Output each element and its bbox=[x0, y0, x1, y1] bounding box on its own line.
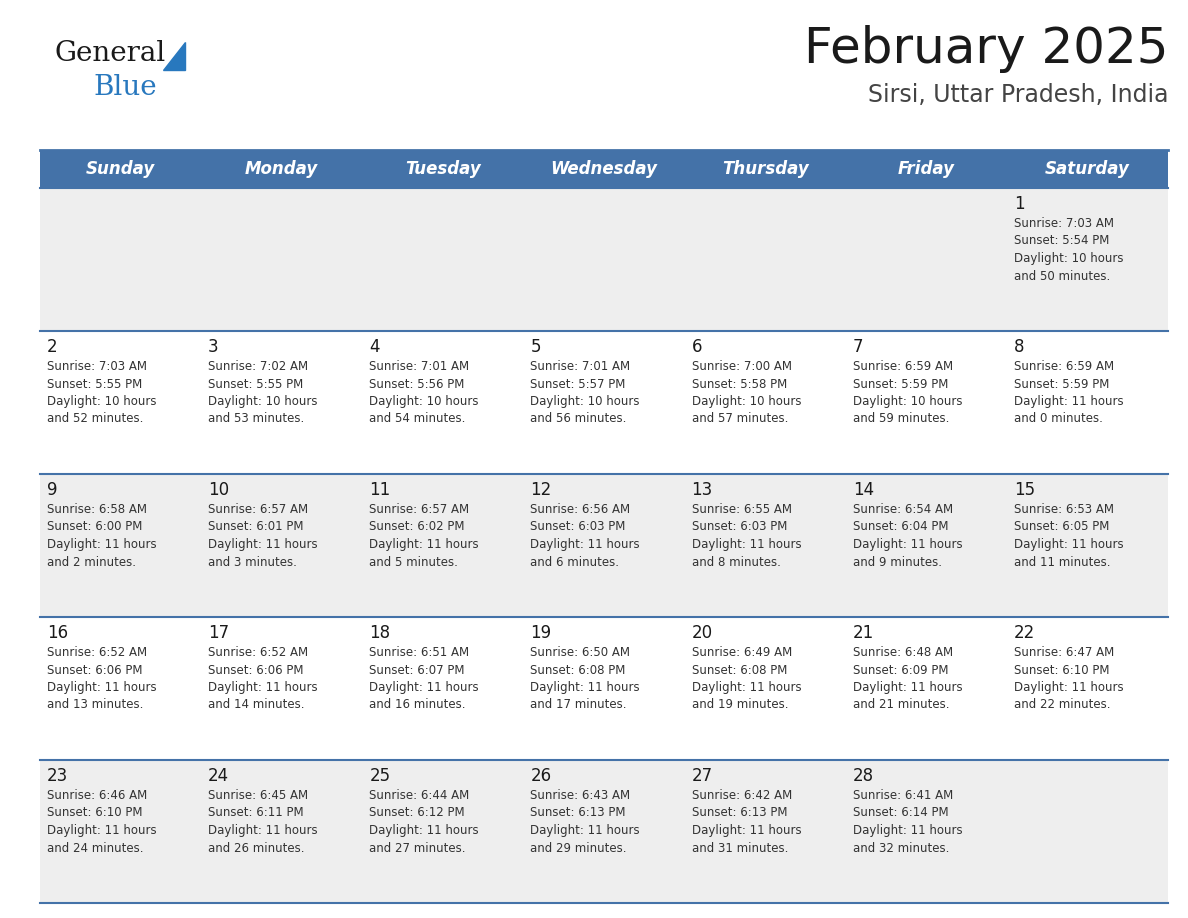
Bar bbox=[40, 331, 1168, 474]
Bar bbox=[40, 188, 1168, 331]
Text: 2: 2 bbox=[48, 338, 58, 356]
Text: 15: 15 bbox=[1013, 481, 1035, 499]
Text: Sunrise: 6:42 AM
Sunset: 6:13 PM
Daylight: 11 hours
and 31 minutes.: Sunrise: 6:42 AM Sunset: 6:13 PM Dayligh… bbox=[691, 789, 801, 855]
Polygon shape bbox=[163, 42, 185, 70]
Text: Friday: Friday bbox=[898, 160, 955, 178]
Text: Sunrise: 7:00 AM
Sunset: 5:58 PM
Daylight: 10 hours
and 57 minutes.: Sunrise: 7:00 AM Sunset: 5:58 PM Dayligh… bbox=[691, 360, 801, 426]
Text: Sunrise: 6:52 AM
Sunset: 6:06 PM
Daylight: 11 hours
and 14 minutes.: Sunrise: 6:52 AM Sunset: 6:06 PM Dayligh… bbox=[208, 646, 317, 711]
Text: 16: 16 bbox=[48, 624, 68, 642]
Bar bbox=[40, 474, 1168, 617]
Text: Sirsi, Uttar Pradesh, India: Sirsi, Uttar Pradesh, India bbox=[867, 83, 1168, 107]
Bar bbox=[40, 617, 1168, 760]
Text: Sunrise: 7:01 AM
Sunset: 5:56 PM
Daylight: 10 hours
and 54 minutes.: Sunrise: 7:01 AM Sunset: 5:56 PM Dayligh… bbox=[369, 360, 479, 426]
Text: Sunrise: 6:57 AM
Sunset: 6:02 PM
Daylight: 11 hours
and 5 minutes.: Sunrise: 6:57 AM Sunset: 6:02 PM Dayligh… bbox=[369, 503, 479, 568]
Text: Tuesday: Tuesday bbox=[405, 160, 481, 178]
Bar bbox=[40, 760, 1168, 903]
Text: 6: 6 bbox=[691, 338, 702, 356]
Text: Sunrise: 6:58 AM
Sunset: 6:00 PM
Daylight: 11 hours
and 2 minutes.: Sunrise: 6:58 AM Sunset: 6:00 PM Dayligh… bbox=[48, 503, 157, 568]
Text: Sunrise: 6:59 AM
Sunset: 5:59 PM
Daylight: 11 hours
and 0 minutes.: Sunrise: 6:59 AM Sunset: 5:59 PM Dayligh… bbox=[1013, 360, 1124, 426]
Text: 4: 4 bbox=[369, 338, 380, 356]
Text: Sunrise: 7:03 AM
Sunset: 5:54 PM
Daylight: 10 hours
and 50 minutes.: Sunrise: 7:03 AM Sunset: 5:54 PM Dayligh… bbox=[1013, 217, 1124, 283]
Text: Thursday: Thursday bbox=[722, 160, 809, 178]
Text: Wednesday: Wednesday bbox=[550, 160, 657, 178]
Text: Sunrise: 6:43 AM
Sunset: 6:13 PM
Daylight: 11 hours
and 29 minutes.: Sunrise: 6:43 AM Sunset: 6:13 PM Dayligh… bbox=[530, 789, 640, 855]
Text: Saturday: Saturday bbox=[1045, 160, 1130, 178]
Text: Sunrise: 6:45 AM
Sunset: 6:11 PM
Daylight: 11 hours
and 26 minutes.: Sunrise: 6:45 AM Sunset: 6:11 PM Dayligh… bbox=[208, 789, 317, 855]
Text: Sunday: Sunday bbox=[86, 160, 156, 178]
Text: Sunrise: 6:53 AM
Sunset: 6:05 PM
Daylight: 11 hours
and 11 minutes.: Sunrise: 6:53 AM Sunset: 6:05 PM Dayligh… bbox=[1013, 503, 1124, 568]
Text: Sunrise: 7:01 AM
Sunset: 5:57 PM
Daylight: 10 hours
and 56 minutes.: Sunrise: 7:01 AM Sunset: 5:57 PM Dayligh… bbox=[530, 360, 640, 426]
Bar bbox=[40, 150, 1168, 188]
Text: Sunrise: 6:48 AM
Sunset: 6:09 PM
Daylight: 11 hours
and 21 minutes.: Sunrise: 6:48 AM Sunset: 6:09 PM Dayligh… bbox=[853, 646, 962, 711]
Text: 10: 10 bbox=[208, 481, 229, 499]
Text: Sunrise: 6:51 AM
Sunset: 6:07 PM
Daylight: 11 hours
and 16 minutes.: Sunrise: 6:51 AM Sunset: 6:07 PM Dayligh… bbox=[369, 646, 479, 711]
Text: General: General bbox=[55, 40, 166, 67]
Text: 11: 11 bbox=[369, 481, 391, 499]
Text: Sunrise: 7:03 AM
Sunset: 5:55 PM
Daylight: 10 hours
and 52 minutes.: Sunrise: 7:03 AM Sunset: 5:55 PM Dayligh… bbox=[48, 360, 157, 426]
Text: Sunrise: 6:44 AM
Sunset: 6:12 PM
Daylight: 11 hours
and 27 minutes.: Sunrise: 6:44 AM Sunset: 6:12 PM Dayligh… bbox=[369, 789, 479, 855]
Text: February 2025: February 2025 bbox=[803, 25, 1168, 73]
Text: Sunrise: 6:56 AM
Sunset: 6:03 PM
Daylight: 11 hours
and 6 minutes.: Sunrise: 6:56 AM Sunset: 6:03 PM Dayligh… bbox=[530, 503, 640, 568]
Text: 24: 24 bbox=[208, 767, 229, 785]
Text: 13: 13 bbox=[691, 481, 713, 499]
Text: Blue: Blue bbox=[93, 74, 157, 101]
Text: 3: 3 bbox=[208, 338, 219, 356]
Text: 8: 8 bbox=[1013, 338, 1024, 356]
Text: 14: 14 bbox=[853, 481, 874, 499]
Text: Sunrise: 6:57 AM
Sunset: 6:01 PM
Daylight: 11 hours
and 3 minutes.: Sunrise: 6:57 AM Sunset: 6:01 PM Dayligh… bbox=[208, 503, 317, 568]
Text: Sunrise: 6:47 AM
Sunset: 6:10 PM
Daylight: 11 hours
and 22 minutes.: Sunrise: 6:47 AM Sunset: 6:10 PM Dayligh… bbox=[1013, 646, 1124, 711]
Text: 9: 9 bbox=[48, 481, 57, 499]
Text: Sunrise: 6:55 AM
Sunset: 6:03 PM
Daylight: 11 hours
and 8 minutes.: Sunrise: 6:55 AM Sunset: 6:03 PM Dayligh… bbox=[691, 503, 801, 568]
Text: 17: 17 bbox=[208, 624, 229, 642]
Text: 27: 27 bbox=[691, 767, 713, 785]
Text: 1: 1 bbox=[1013, 195, 1024, 213]
Text: Sunrise: 7:02 AM
Sunset: 5:55 PM
Daylight: 10 hours
and 53 minutes.: Sunrise: 7:02 AM Sunset: 5:55 PM Dayligh… bbox=[208, 360, 317, 426]
Text: 12: 12 bbox=[530, 481, 551, 499]
Text: Sunrise: 6:49 AM
Sunset: 6:08 PM
Daylight: 11 hours
and 19 minutes.: Sunrise: 6:49 AM Sunset: 6:08 PM Dayligh… bbox=[691, 646, 801, 711]
Text: 7: 7 bbox=[853, 338, 864, 356]
Text: Sunrise: 6:59 AM
Sunset: 5:59 PM
Daylight: 10 hours
and 59 minutes.: Sunrise: 6:59 AM Sunset: 5:59 PM Dayligh… bbox=[853, 360, 962, 426]
Text: 21: 21 bbox=[853, 624, 874, 642]
Text: 5: 5 bbox=[530, 338, 541, 356]
Text: Sunrise: 6:54 AM
Sunset: 6:04 PM
Daylight: 11 hours
and 9 minutes.: Sunrise: 6:54 AM Sunset: 6:04 PM Dayligh… bbox=[853, 503, 962, 568]
Text: 22: 22 bbox=[1013, 624, 1035, 642]
Text: 28: 28 bbox=[853, 767, 874, 785]
Text: Monday: Monday bbox=[245, 160, 318, 178]
Text: 23: 23 bbox=[48, 767, 68, 785]
Text: 20: 20 bbox=[691, 624, 713, 642]
Text: 25: 25 bbox=[369, 767, 391, 785]
Text: 19: 19 bbox=[530, 624, 551, 642]
Text: Sunrise: 6:52 AM
Sunset: 6:06 PM
Daylight: 11 hours
and 13 minutes.: Sunrise: 6:52 AM Sunset: 6:06 PM Dayligh… bbox=[48, 646, 157, 711]
Text: Sunrise: 6:46 AM
Sunset: 6:10 PM
Daylight: 11 hours
and 24 minutes.: Sunrise: 6:46 AM Sunset: 6:10 PM Dayligh… bbox=[48, 789, 157, 855]
Text: Sunrise: 6:50 AM
Sunset: 6:08 PM
Daylight: 11 hours
and 17 minutes.: Sunrise: 6:50 AM Sunset: 6:08 PM Dayligh… bbox=[530, 646, 640, 711]
Text: Sunrise: 6:41 AM
Sunset: 6:14 PM
Daylight: 11 hours
and 32 minutes.: Sunrise: 6:41 AM Sunset: 6:14 PM Dayligh… bbox=[853, 789, 962, 855]
Text: 26: 26 bbox=[530, 767, 551, 785]
Text: 18: 18 bbox=[369, 624, 391, 642]
